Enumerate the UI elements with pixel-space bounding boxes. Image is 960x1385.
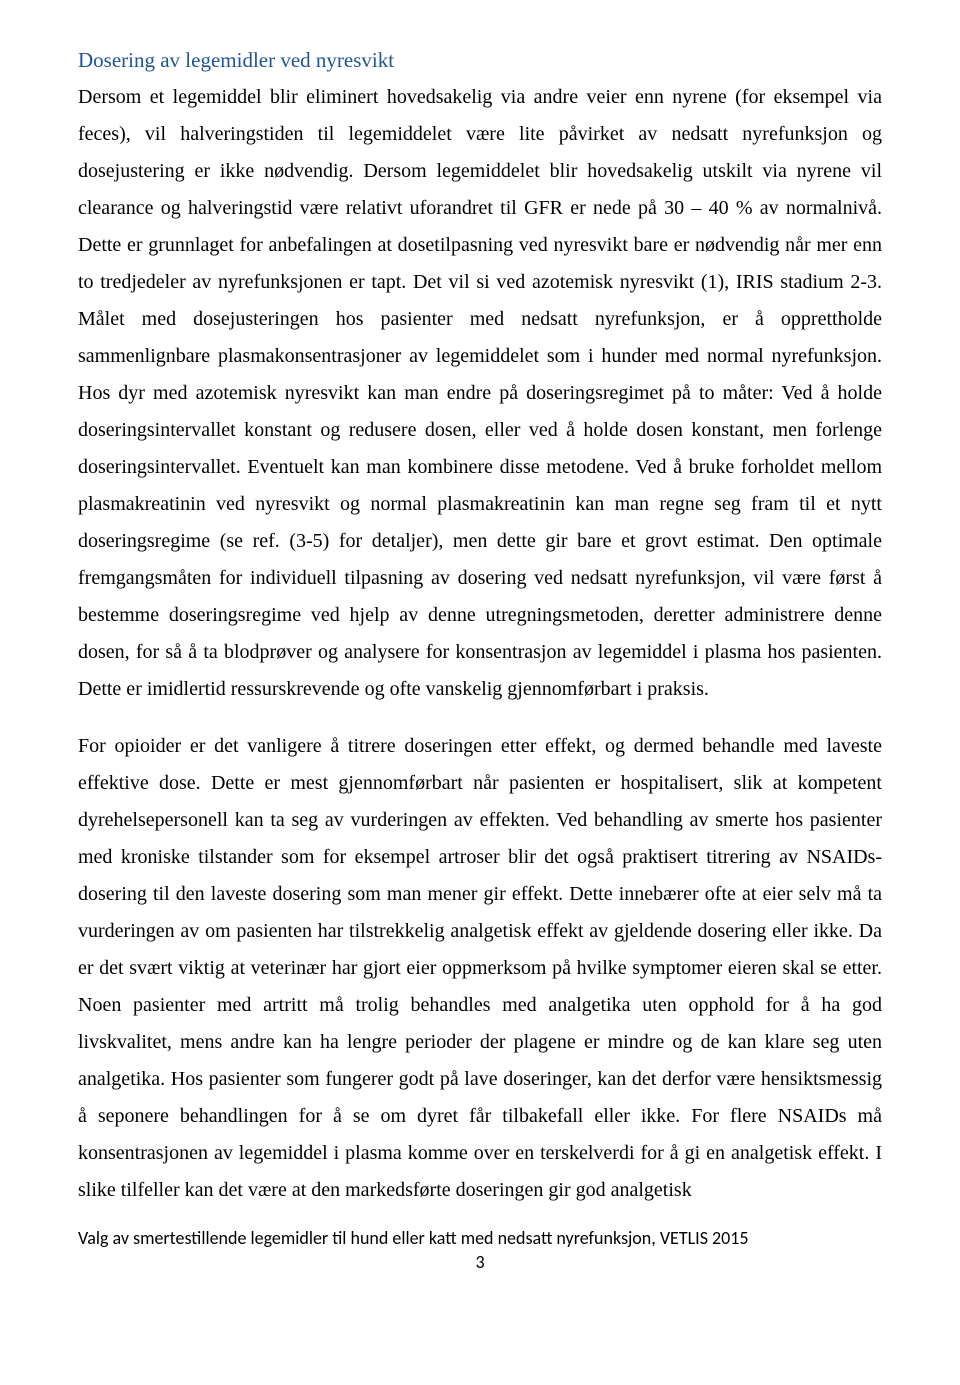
paragraph-2: For opioider er det vanligere å titrere …: [78, 728, 882, 1209]
page-number: 3: [78, 1251, 882, 1273]
section-heading: Dosering av legemidler ved nyresvikt: [78, 48, 882, 73]
paragraph-1: Dersom et legemiddel blir eliminert hove…: [78, 79, 882, 708]
page-footer: Valg av smertestillende legemidler til h…: [78, 1227, 882, 1249]
